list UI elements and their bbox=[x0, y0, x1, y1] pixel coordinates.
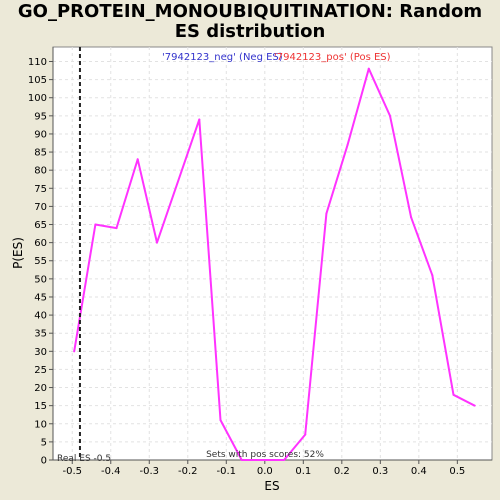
y-tick-label: 30 bbox=[34, 347, 47, 358]
legend-neg-label: '7942123_neg' (Neg ES) bbox=[162, 52, 283, 63]
y-tick-label: 15 bbox=[34, 401, 47, 412]
y-tick-label: 100 bbox=[28, 93, 47, 104]
chart-title-line-1: GO_PROTEIN_MONOUBIQUITINATION: Random bbox=[17, 1, 483, 22]
tick-marks: 0 5 10 15 20 25 30 35 40 45 50 55 60 65 70 75 80 85 90 95 10… bbox=[28, 57, 465, 477]
x-tick-label: 0.3 bbox=[372, 466, 388, 477]
series-point bbox=[473, 404, 476, 407]
series-point bbox=[388, 114, 391, 117]
x-tick-label: -0.1 bbox=[217, 466, 237, 477]
series-point bbox=[283, 459, 286, 461]
y-tick-label: 45 bbox=[34, 292, 47, 303]
series-point bbox=[240, 459, 243, 461]
y-tick-label: 95 bbox=[34, 111, 47, 122]
y-tick-label: 5 bbox=[41, 437, 47, 448]
series-point bbox=[304, 433, 307, 436]
series-point bbox=[325, 212, 328, 215]
x-tick-label: 0.2 bbox=[334, 466, 350, 477]
y-tick-label: 75 bbox=[34, 184, 47, 195]
y-tick-label: 35 bbox=[34, 329, 47, 340]
x-tick-label: -0.3 bbox=[140, 466, 160, 477]
series-point bbox=[410, 216, 413, 219]
grid-lines bbox=[53, 47, 492, 461]
y-tick-label: 110 bbox=[28, 57, 47, 68]
series-point bbox=[136, 158, 139, 161]
y-tick-label: 0 bbox=[41, 456, 47, 467]
y-tick-label: 80 bbox=[34, 166, 47, 177]
legend-pos-label: '7942123_pos' (Pos ES) bbox=[274, 52, 391, 63]
series-point bbox=[263, 459, 266, 461]
series-point bbox=[115, 227, 118, 230]
y-tick-label: 105 bbox=[28, 75, 47, 86]
y-tick-label: 20 bbox=[34, 383, 47, 394]
y-tick-label: 10 bbox=[34, 419, 47, 430]
series-point bbox=[198, 118, 201, 121]
x-tick-label: 0.1 bbox=[295, 466, 311, 477]
series-point bbox=[452, 393, 455, 396]
y-tick-label: 90 bbox=[34, 129, 47, 140]
x-tick-label: 0.5 bbox=[449, 466, 465, 477]
series-point bbox=[346, 143, 349, 146]
y-tick-label: 85 bbox=[34, 148, 47, 159]
series-point bbox=[219, 419, 222, 422]
series-point bbox=[94, 223, 97, 226]
real-es-label: Real ES -0.5 bbox=[57, 454, 111, 464]
y-tick-label: 65 bbox=[34, 220, 47, 231]
footer-text: Sets with pos scores: 52% bbox=[206, 450, 324, 460]
series-point bbox=[367, 67, 370, 70]
x-tick-label: -0.5 bbox=[62, 466, 82, 477]
y-axis-label: P(ES) bbox=[11, 237, 25, 269]
x-tick-label: -0.4 bbox=[101, 466, 121, 477]
x-tick-label: -0.2 bbox=[178, 466, 198, 477]
plot-area bbox=[52, 46, 493, 461]
y-tick-label: 60 bbox=[34, 238, 47, 249]
y-tick-label: 55 bbox=[34, 256, 47, 267]
chart-title-line-2: ES distribution bbox=[174, 21, 326, 42]
series-lines bbox=[73, 67, 476, 461]
y-tick-label: 40 bbox=[34, 311, 47, 322]
x-tick-label: 0.4 bbox=[411, 466, 427, 477]
series-point bbox=[73, 350, 76, 353]
y-tick-label: 70 bbox=[34, 202, 47, 213]
y-tick-label: 50 bbox=[34, 274, 47, 285]
y-tick-label: 25 bbox=[34, 365, 47, 376]
x-tick-label: 0.0 bbox=[257, 466, 273, 477]
chart-title: GO_PROTEIN_MONOUBIQUITINATION: Random ES… bbox=[0, 2, 500, 42]
x-axis-label: ES bbox=[264, 479, 279, 493]
series-point bbox=[431, 274, 434, 277]
series-point bbox=[155, 241, 158, 244]
